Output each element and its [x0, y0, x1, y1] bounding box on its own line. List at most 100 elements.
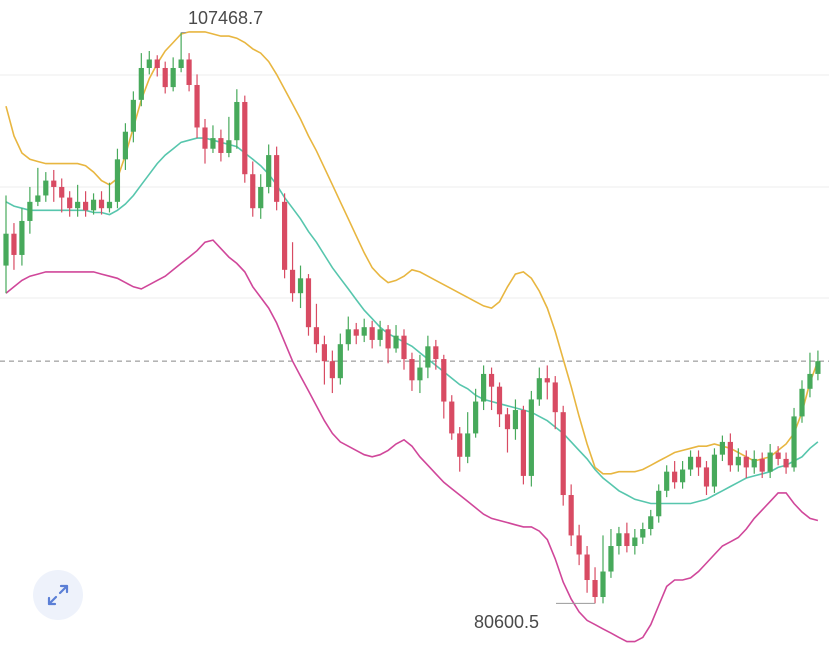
- candle-3: [27, 186, 33, 234]
- candle-body: [544, 378, 550, 383]
- expand-chart-button[interactable]: [33, 570, 83, 620]
- candle-27: [218, 129, 224, 162]
- candle-body: [305, 278, 312, 328]
- candle-51: [409, 352, 415, 391]
- candle-62: [496, 382, 503, 428]
- candle-body: [727, 441, 733, 466]
- candle-80: [640, 522, 646, 544]
- candle-body: [576, 535, 582, 555]
- candle-14: [114, 148, 121, 209]
- bollinger-bands: [5, 31, 819, 643]
- grid-lines: [0, 74, 829, 299]
- candle-92: [735, 448, 741, 472]
- candle-98: [783, 452, 789, 474]
- candle-35: [282, 193, 288, 279]
- candle-body: [496, 386, 503, 415]
- candle-body: [815, 361, 821, 374]
- candle-body: [138, 67, 144, 100]
- candle-4: [35, 167, 41, 207]
- candle-85: [680, 461, 686, 489]
- candle-body: [767, 452, 773, 472]
- candle-body: [337, 344, 343, 379]
- candle-42: [337, 333, 343, 385]
- candle-body: [162, 67, 168, 88]
- candle-84: [672, 461, 678, 489]
- candle-83: [664, 465, 670, 498]
- candle-82: [656, 484, 662, 523]
- candle-body: [433, 346, 439, 360]
- candle-body: [624, 533, 630, 547]
- candle-body: [735, 456, 741, 466]
- candle-body: [512, 410, 519, 430]
- candle-body: [783, 458, 789, 468]
- candle-body: [258, 186, 264, 209]
- candle-body: [266, 155, 272, 187]
- candle-body: [520, 410, 526, 476]
- candle-19: [154, 55, 160, 77]
- candle-body: [313, 327, 320, 345]
- candle-body: [584, 554, 590, 581]
- candle-body: [751, 458, 757, 468]
- candle-79: [632, 529, 638, 555]
- candle-59: [473, 388, 479, 438]
- candle-body: [51, 180, 57, 187]
- candle-body: [759, 458, 765, 472]
- candle-body: [528, 399, 534, 476]
- candle-71: [568, 484, 574, 547]
- candles: [3, 32, 821, 604]
- candle-29: [234, 89, 240, 149]
- candle-95: [759, 452, 765, 479]
- candle-15: [122, 123, 128, 170]
- candle-17: [138, 53, 144, 107]
- candle-49: [393, 325, 399, 353]
- candle-body: [226, 140, 232, 153]
- candle-28: [226, 116, 232, 158]
- candle-body: [401, 335, 407, 360]
- candle-7: [59, 178, 65, 213]
- candle-16: [130, 91, 136, 143]
- candle-body: [35, 195, 41, 202]
- lower-band-line: [5, 239, 819, 643]
- candle-body: [536, 378, 542, 400]
- candle-body: [282, 201, 288, 270]
- candle-63: [504, 407, 511, 453]
- candle-52: [417, 354, 423, 394]
- candle-67: [536, 367, 542, 406]
- candle-99: [791, 407, 797, 472]
- candle-body: [799, 388, 805, 417]
- candle-26: [210, 125, 216, 153]
- candle-body: [441, 359, 447, 402]
- candle-body: [59, 186, 65, 198]
- candle-102: [815, 350, 821, 381]
- candle-101: [807, 352, 813, 398]
- candle-54: [433, 339, 439, 370]
- candle-body: [98, 199, 105, 209]
- candle-body: [274, 155, 280, 202]
- candle-body: [250, 174, 256, 209]
- candle-body: [130, 99, 136, 132]
- candle-body: [608, 546, 614, 572]
- candle-64: [512, 399, 519, 440]
- candle-body: [321, 344, 327, 362]
- candle-body: [329, 361, 335, 379]
- candle-body: [234, 101, 240, 141]
- candle-55: [441, 354, 447, 419]
- candle-43: [345, 316, 351, 351]
- candle-32: [258, 174, 264, 219]
- candle-68: [544, 365, 550, 400]
- candle-93: [743, 450, 749, 479]
- candle-46: [369, 320, 375, 349]
- candle-57: [457, 427, 463, 472]
- candle-47: [377, 320, 383, 347]
- candle-69: [552, 376, 558, 430]
- expand-arrows-icon: [47, 584, 69, 606]
- candle-90: [719, 435, 725, 462]
- candle-body: [457, 433, 463, 457]
- candle-65: [520, 405, 526, 485]
- candle-body: [664, 471, 670, 491]
- candle-41: [329, 350, 335, 394]
- candle-body: [616, 533, 622, 547]
- candle-48: [385, 325, 391, 364]
- candle-45: [361, 318, 367, 343]
